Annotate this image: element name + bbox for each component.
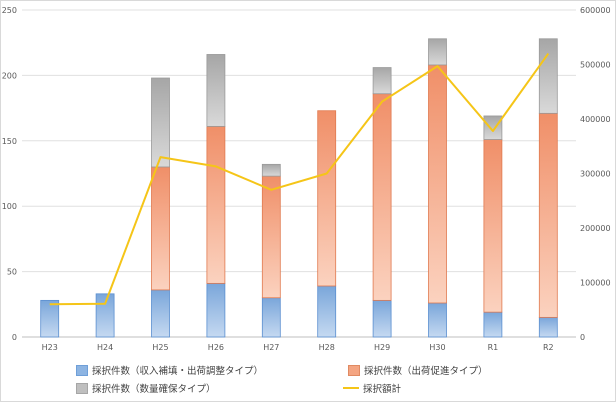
bar-series-0 [151,289,170,338]
y-left-tick-label: 0 [12,333,17,342]
bar-series-1 [483,139,503,313]
y-left-tick-label: 50 [7,268,17,277]
y-left-tick-label: 150 [2,137,17,146]
y-right-tick-label: 300000 [580,170,611,179]
bar-series-1 [261,175,281,299]
legend-item-series-0: 採択件数（収入補填・出荷調整タイプ） [76,363,263,377]
x-tick-label: H25 [152,343,168,352]
bar-series-2 [538,38,558,114]
y-right-tick-label: 0 [580,333,585,342]
bar-series-0 [372,299,392,338]
bar-series-2 [372,67,392,95]
legend-label-series-1: 採択件数（出荷促進タイプ） [364,366,488,377]
legend-swatch-series-1 [348,364,360,376]
bar-series-2 [261,163,281,177]
y-right-tick-label: 200000 [580,224,611,233]
line-series-3 [49,53,550,306]
legend-item-series-2: 採択件数（数量確保タイプ） [76,381,216,395]
bar-series-0 [317,285,337,338]
bar-series-1 [151,166,170,291]
x-tick-label: H28 [319,343,335,352]
y-right-tick-label: 400000 [580,115,611,124]
bar-series-0 [538,316,558,338]
legend-swatch-series-2 [76,382,88,394]
legend-swatch-series-0 [76,364,88,376]
y-right-tick-label: 100000 [580,279,611,288]
bar-series-2 [483,115,503,140]
bar-series-1 [317,110,337,287]
bar-series-0 [261,297,281,338]
x-tick-label: H27 [263,343,279,352]
y-left-tick-label: 250 [2,6,17,15]
bar-series-0 [428,302,447,338]
x-tick-label: H26 [208,343,224,352]
bar-series-1 [372,93,392,301]
x-tick-label: R2 [543,343,554,352]
legend-label-series-2: 採択件数（数量確保タイプ） [92,384,216,395]
x-tick-label: R1 [488,343,499,352]
bar-series-0 [483,311,503,338]
bar-series-1 [206,126,226,284]
legend-label-series-0: 採択件数（収入補填・出荷調整タイプ） [92,366,264,377]
x-tick-label: H29 [374,343,390,352]
legend-label-series-3: 採択額計 [363,384,402,395]
bar-series-1 [428,64,447,304]
legend-item-series-1: 採択件数（出荷促進タイプ） [348,363,488,377]
bar-series-0 [206,282,226,338]
bar-series-2 [428,38,447,66]
bar-series-2 [206,54,226,127]
x-tick-label: H24 [97,343,113,352]
y-left-tick-label: 100 [2,202,17,211]
legend-item-series-3: 採択額計 [343,381,401,395]
y-right-tick-label: 500000 [580,61,611,70]
legend-swatch-series-3 [343,387,359,389]
x-tick-label: H23 [42,343,58,352]
y-left-tick-label: 200 [2,71,17,80]
x-tick-label: H30 [429,343,445,352]
bar-series-0 [40,299,60,338]
y-right-tick-label: 600000 [580,6,611,15]
bar-series-0 [95,293,115,338]
bar-series-1 [538,112,558,318]
bar-series-2 [151,77,170,168]
